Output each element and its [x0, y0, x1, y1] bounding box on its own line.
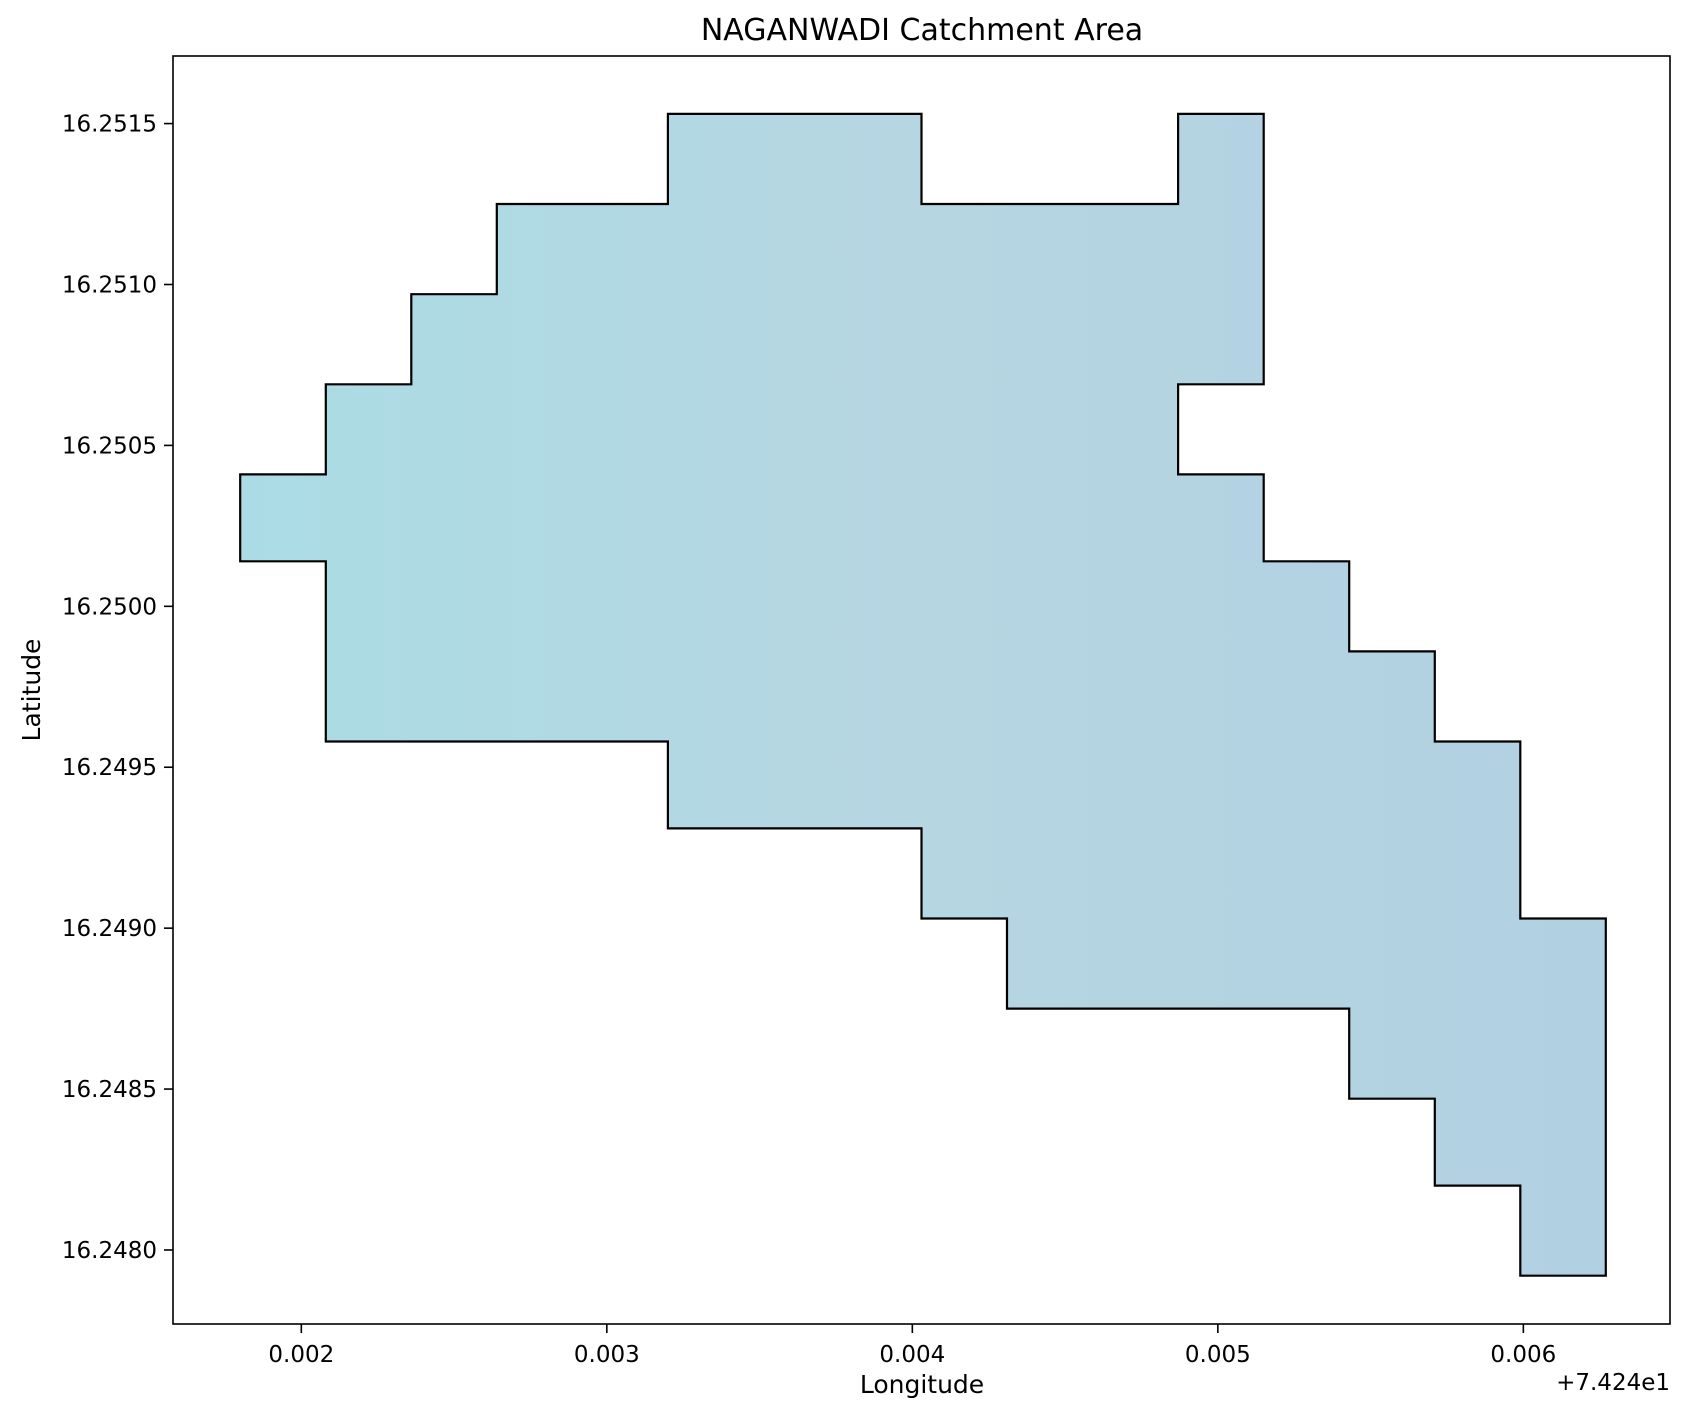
x-tick-label: 0.006 — [1490, 1342, 1556, 1368]
y-tick-label: 16.2485 — [62, 1077, 157, 1103]
x-tick-label: 0.003 — [574, 1342, 640, 1368]
catchment-polygon — [239, 112, 1607, 1277]
y-tick-label: 16.2500 — [62, 594, 157, 620]
x-tick-label: 0.004 — [879, 1342, 945, 1368]
y-tick-label: 16.2515 — [62, 112, 157, 138]
y-tick-label: 16.2505 — [62, 433, 157, 459]
x-axis-ticks: 0.002 0.003 0.004 0.005 0.006 — [268, 1324, 1556, 1368]
x-tick-label: 0.002 — [268, 1342, 334, 1368]
y-axis-ticks: 16.2480 16.2485 16.2490 16.2495 16.2500 16.25… — [62, 112, 173, 1264]
catchment-area-layer — [239, 112, 1607, 1277]
plot-frame — [172, 55, 1671, 1325]
y-tick-label: 16.2480 — [62, 1238, 157, 1264]
chart-title: NAGANWADI Catchment Area — [701, 13, 1143, 48]
x-axis-offset-label: +7.424e1 — [1556, 1370, 1670, 1396]
y-tick-label: 16.2490 — [62, 916, 157, 942]
y-axis-label: Latitude — [17, 639, 46, 742]
y-tick-label: 16.2510 — [62, 272, 157, 298]
x-tick-label: 0.005 — [1185, 1342, 1251, 1368]
x-axis-label: Longitude — [860, 1370, 984, 1399]
y-tick-label: 16.2495 — [62, 755, 157, 781]
